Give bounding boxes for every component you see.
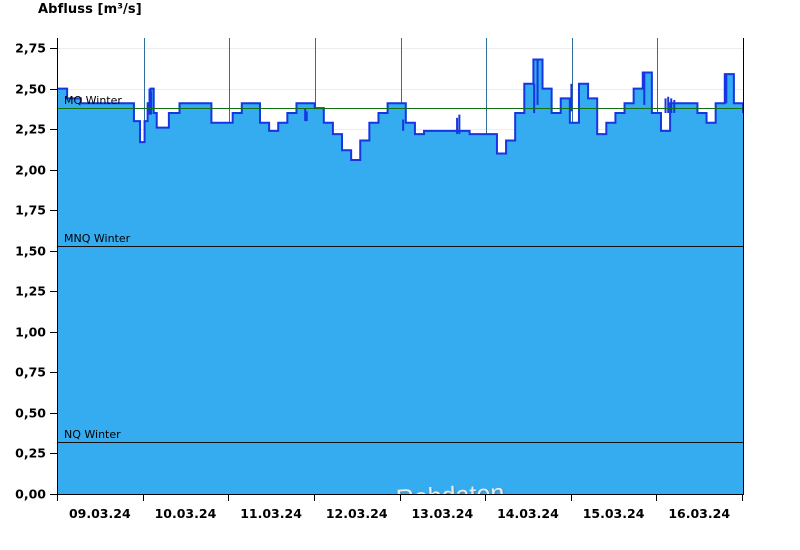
x-axis-tick-label: 15.03.24 [582, 506, 645, 521]
y-axis-tick-label: 0,75 [15, 364, 46, 380]
threshold-label-mnq-winter: MNQ Winter [64, 231, 131, 245]
x-axis-tick-mark [142, 494, 144, 501]
y-axis-tick-label: 2,25 [15, 121, 46, 137]
y-axis-tick-label: 1,75 [15, 202, 46, 218]
threshold-label-mq-winter: MQ Winter [64, 94, 122, 108]
y-axis-tick-label: 2,75 [15, 40, 46, 56]
x-axis-tick-label: 16.03.24 [668, 506, 731, 521]
x-axis-tick-label: 13.03.24 [411, 506, 474, 521]
y-axis-tick-label: 0,00 [15, 486, 46, 502]
y-axis-tick-mark [50, 331, 57, 333]
y-axis-tick-label: 1,25 [15, 283, 46, 299]
x-axis-tick-mark [570, 494, 572, 501]
y-axis-tick-label: 0,25 [15, 445, 46, 461]
y-axis-tick-mark [50, 494, 57, 495]
x-axis-tick-label: 11.03.24 [240, 506, 302, 521]
y-axis-tick-mark [50, 291, 57, 293]
y-axis-tick-mark [50, 88, 57, 90]
y-axis-tick-mark [50, 453, 57, 455]
x-axis-tick-label: 09.03.24 [68, 506, 131, 521]
y-axis-tick-mark [50, 129, 57, 131]
y-axis-tick-label: 0,50 [15, 405, 46, 421]
x-axis-tick-label: 12.03.24 [325, 506, 388, 521]
x-axis-tick-mark [656, 494, 658, 501]
x-axis-tick-label: 10.03.24 [154, 506, 217, 521]
x-axis-tick-mark [742, 494, 743, 501]
y-axis-tick-label: 1,50 [15, 243, 46, 259]
x-axis-tick-mark [313, 494, 315, 501]
threshold-label-nq-winter: NQ Winter [64, 428, 121, 442]
x-axis-tick-label: 14.03.24 [497, 506, 559, 521]
y-axis-tick-mark [50, 412, 57, 414]
threshold-line-mnq-winter [58, 245, 743, 247]
x-axis-tick-mark [228, 494, 230, 501]
y-axis-tick-label: 2,00 [15, 162, 46, 178]
y-axis-title: Abfluss [m³/s] [38, 2, 142, 17]
y-axis-tick-mark [50, 210, 57, 212]
y-axis-tick-label: 2,50 [15, 81, 46, 97]
series-step-line [58, 58, 743, 162]
y-axis-tick-label: 1,00 [15, 324, 46, 340]
x-axis-tick-mark [399, 494, 401, 501]
y-axis-tick-mark [50, 48, 57, 50]
threshold-line-nq-winter [58, 442, 743, 444]
series-area-fill [58, 59, 743, 494]
y-axis-tick-mark [50, 169, 57, 171]
series-rohdaten [58, 58, 743, 494]
x-axis-tick-mark [485, 494, 487, 501]
threshold-line-mq-winter [58, 108, 743, 110]
y-axis-tick-mark [50, 250, 57, 252]
y-axis-tick-mark [50, 372, 57, 374]
x-axis-tick-mark [57, 494, 58, 501]
